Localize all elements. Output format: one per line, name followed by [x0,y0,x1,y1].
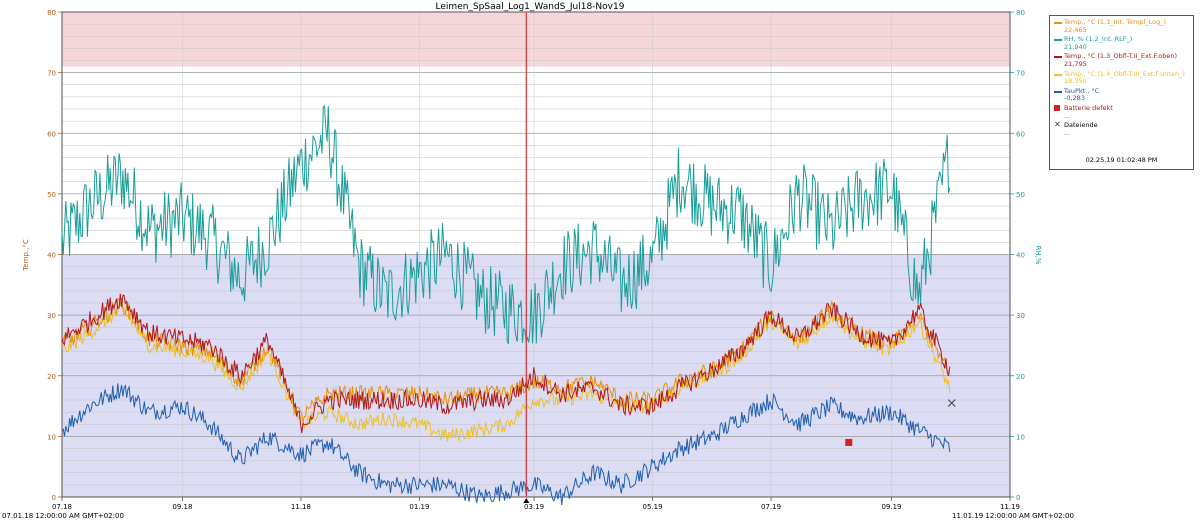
legend: Temp., °C (1.1_Int. Templ_Log_) 22,465 RH,… [1049,15,1194,170]
legend-entries: Temp., °C (1.1_Int. Templ_Log_) 22,465 RH,… [1054,18,1189,137]
y2-tick-label: 40 [1016,252,1025,260]
legend-series-value: 21,940 [1064,42,1087,51]
legend-entry-0: Temp., °C (1.1_Int. Templ_Log_) 22,465 [1054,18,1189,34]
y2-tick-label: 30 [1016,312,1025,320]
x-tick-label: 07.19 [761,503,781,511]
y2-tick-label: 80 [1016,9,1025,17]
x-tick-label: 11.18 [291,503,311,511]
legend-series-value: -0,283 [1064,94,1085,103]
marker-battery [845,438,853,446]
x-tick-label: 05.19 [643,503,663,511]
legend-swatch [1054,56,1062,59]
y-tick-label: 30 [47,312,56,320]
legend-marker-cross-icon: ✕ [1054,120,1061,130]
series-line-3 [61,302,951,442]
series-line-4 [61,383,951,505]
cursor-layer [523,12,530,503]
marker-layer [845,399,956,446]
y-tick-label: 40 [47,252,56,260]
cursor-marker [523,498,530,503]
legend-swatch [1054,39,1062,42]
marker-end-b [947,399,956,407]
y-tick-label: 20 [47,373,56,381]
legend-cursor-time: 02.25.19 01:02:48 PM [1085,156,1158,165]
y-tick-label: 10 [47,433,56,441]
y2-tick-label: 10 [1016,433,1025,441]
y2-tick-label: 20 [1016,373,1025,381]
legend-swatch [1054,73,1062,76]
legend-marker-square-icon [1054,104,1060,111]
x-tick-label: 07.18 [52,503,72,511]
legend-series-name: TauPkt., °C [1064,86,1100,95]
y2-tick-label: 60 [1016,130,1025,138]
legend-series-value: 21,795 [1064,59,1087,68]
chart-title: Leimen_SpSaal_Log1_WandS_Jul18-Nov19 [436,2,625,12]
series-line-2 [61,293,951,434]
x-tick-label: 03.19 [524,503,544,511]
x-end-label: 11.01.19 12:00:00 AM GMT+02:00 [952,512,1074,520]
legend-series-name: Temp., °C (1.3_Obfl-T.II_Ext.F.oben) [1064,52,1178,61]
y-tick-label: 60 [47,130,56,138]
legend-swatch [1054,90,1062,93]
grid-lines [61,11,1011,498]
legend-series-value: 18,350 [1064,77,1087,86]
legend-entry-1: RH, % (1.2_Int. RLF_) 21,940 [1054,35,1189,51]
y-tick-label: 0 [52,494,56,502]
series-line-1 [61,104,951,345]
legend-series-name: RH, % (1.2_Int. RLF_) [1064,35,1133,44]
x-start-label: 07.01.18 12:00:00 AM GMT+02:00 [2,512,124,520]
x-tick-label: 09.18 [172,503,192,511]
y-tick-label: 80 [47,9,56,17]
y2-axis-label: RH,% [1034,245,1042,264]
legend-series-value: 22,465 [1064,25,1087,34]
legend-marker-1: ✕ Dateiende... [1054,120,1189,137]
legend-entry-4: TauPkt., °C -0,283 [1054,86,1189,103]
legend-series-name: Temp., °C (1.4_Obfl-T.III_Ext.F.unten_) [1064,69,1185,78]
legend-marker-dots: ... [1064,111,1071,120]
y2-tick-label: 0 [1016,494,1020,502]
x-tick-label: 09.19 [881,503,901,511]
axes: 0 0 10 10 20 20 30 30 40 40 50 50 60 60 70 70 80 80 07.18 0… [47,9,1025,511]
legend-marker-name: Batterie defekt [1064,103,1113,112]
legend-entry-2: Temp., °C (1.3_Obfl-T.II_Ext.F.oben) 21,7… [1054,53,1189,68]
x-tick-label: 11.19 [1000,503,1020,511]
y2-tick-label: 70 [1016,70,1025,78]
y-axis-label: Temp.,°C [22,239,30,272]
band-0 [62,12,1010,67]
legend-entry-3: Temp., °C (1.4_Obfl-T.III_Ext.F.unten_) 1… [1054,69,1189,86]
legend-swatch [1054,22,1062,24]
x-tick-label: 01.19 [409,503,429,511]
y-tick-label: 50 [47,191,56,199]
legend-marker-dots: ... [1064,128,1071,137]
legend-series-name: Temp., °C (1.1_Int. Templ_Log_) [1064,18,1166,26]
legend-marker-name: Dateiende [1064,121,1098,130]
legend-marker-0: Batterie defekt... [1054,103,1189,120]
series-layer [61,104,951,505]
y-tick-label: 70 [47,70,56,78]
y2-tick-label: 50 [1016,191,1025,199]
